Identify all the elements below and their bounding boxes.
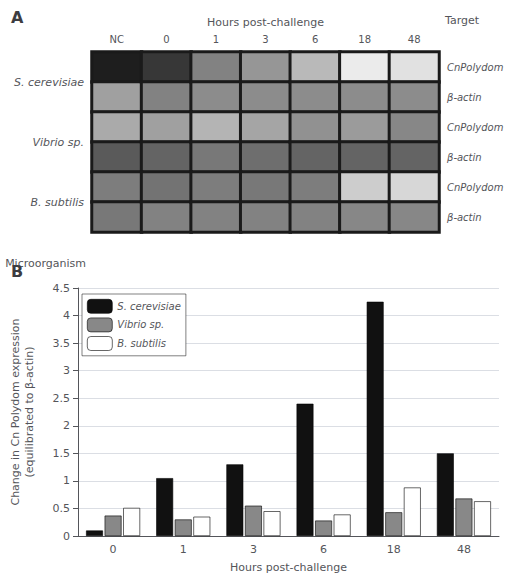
svg-text:B. subtilis: B. subtilis [117, 338, 166, 349]
svg-text:0: 0 [63, 530, 70, 543]
svg-text:Hours post-challenge: Hours post-challenge [230, 561, 347, 574]
svg-text:18: 18 [387, 543, 401, 556]
svg-text:A: A [11, 8, 24, 27]
svg-text:3: 3 [63, 364, 70, 377]
svg-text:S. cerevisiae: S. cerevisiae [117, 301, 181, 312]
svg-text:Hours post-challenge: Hours post-challenge [207, 16, 324, 29]
svg-text:1.5: 1.5 [53, 447, 71, 460]
svg-text:3.5: 3.5 [53, 337, 71, 350]
svg-text:0: 0 [163, 34, 169, 45]
svg-text:4.5: 4.5 [53, 282, 71, 295]
svg-text:4: 4 [63, 309, 70, 322]
svg-text:β-actin: β-actin [446, 92, 482, 103]
svg-text:β-actin: β-actin [446, 152, 482, 163]
svg-text:48: 48 [408, 34, 421, 45]
svg-text:6: 6 [312, 34, 318, 45]
svg-text:CnPolydom: CnPolydom [447, 182, 504, 193]
svg-text:0.5: 0.5 [53, 502, 71, 515]
svg-text:2.5: 2.5 [53, 392, 71, 405]
svg-text:1: 1 [180, 543, 187, 556]
svg-text:48: 48 [457, 543, 471, 556]
svg-text:B. subtilis: B. subtilis [31, 196, 85, 209]
svg-text:6: 6 [320, 543, 327, 556]
svg-text:B: B [11, 262, 23, 281]
svg-text:1: 1 [63, 474, 70, 487]
svg-text:(equilibrated to β-actin): (equilibrated to β-actin) [23, 347, 36, 478]
svg-text:3: 3 [250, 543, 257, 556]
svg-text:3: 3 [262, 34, 268, 45]
svg-text:1: 1 [213, 34, 219, 45]
svg-text:S. cerevisiae: S. cerevisiae [14, 76, 84, 89]
svg-text:CnPolydom: CnPolydom [447, 62, 504, 73]
svg-text:β-actin: β-actin [446, 212, 482, 223]
svg-text:Target: Target [444, 14, 480, 27]
svg-text:Change in Cn Polydom expressio: Change in Cn Polydom expression [9, 318, 22, 505]
svg-text:18: 18 [358, 34, 371, 45]
svg-text:CnPolydom: CnPolydom [447, 122, 504, 133]
svg-text:0: 0 [110, 543, 117, 556]
svg-text:NC: NC [110, 34, 124, 45]
svg-text:Vibrio sp.: Vibrio sp. [117, 319, 164, 330]
svg-text:Microorganism: Microorganism [5, 257, 86, 270]
svg-text:Vibrio sp.: Vibrio sp. [32, 136, 84, 149]
svg-text:2: 2 [63, 419, 70, 432]
